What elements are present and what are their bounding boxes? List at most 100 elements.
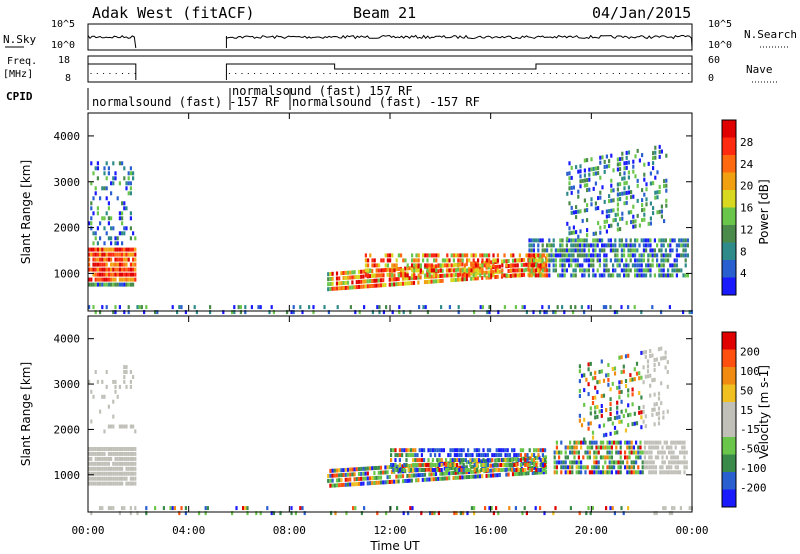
power-cell <box>636 238 639 243</box>
power-cell <box>368 279 372 284</box>
power-cell <box>410 266 413 271</box>
velocity-cell <box>410 463 413 468</box>
velocity-cell <box>619 470 622 475</box>
power-cell <box>129 262 132 267</box>
velocity-cell <box>498 473 501 477</box>
power-cell <box>351 285 354 290</box>
power-cell <box>486 310 489 315</box>
velocity-cell <box>640 425 643 430</box>
power-cell <box>579 253 582 258</box>
power-cell <box>610 178 613 183</box>
power-cell <box>577 169 580 174</box>
power-cell <box>568 176 571 181</box>
velocity-cell <box>599 470 602 475</box>
velocity-cell <box>346 472 350 477</box>
power-cell <box>426 273 429 278</box>
power-cell <box>642 238 645 243</box>
velocity-cell <box>94 370 97 374</box>
power-cell <box>581 243 584 248</box>
power-cell <box>586 178 589 183</box>
power-cell <box>454 262 457 267</box>
power-cell <box>393 268 396 273</box>
power-cell <box>597 206 600 211</box>
power-cell <box>331 286 334 291</box>
power-cell <box>448 305 451 310</box>
velocity-cell <box>666 360 669 365</box>
power-cell <box>577 189 580 194</box>
velocity-cell <box>462 511 465 516</box>
power-cell <box>90 277 93 282</box>
velocity-cell <box>121 506 124 511</box>
power-cell <box>125 282 128 287</box>
velocity-cell <box>582 440 585 445</box>
power-cell <box>114 310 117 315</box>
velocity-cell <box>114 471 117 476</box>
power-cell <box>660 310 663 315</box>
power-cell <box>371 273 374 278</box>
power-cell <box>682 248 685 253</box>
velocity-cell <box>685 460 688 465</box>
power-cell <box>592 273 595 278</box>
velocity-cell <box>338 483 341 488</box>
velocity-cell <box>580 460 583 465</box>
power-cell <box>389 268 392 273</box>
velocity-cell <box>508 463 511 467</box>
power-cell <box>528 263 531 268</box>
velocity-cell <box>171 506 174 511</box>
power-cell <box>96 247 99 252</box>
velocity-cell <box>453 453 456 458</box>
power-cell <box>476 276 479 281</box>
velocity-cell <box>101 481 104 486</box>
nave-dot <box>348 73 350 74</box>
power-cell <box>640 268 643 273</box>
velocity-cell <box>398 463 401 467</box>
nave-dot <box>115 73 117 74</box>
power-cell <box>594 253 597 258</box>
power-cell <box>590 243 593 248</box>
velocity-cell <box>344 472 347 477</box>
power-cell <box>621 211 624 216</box>
power-cell <box>608 194 611 199</box>
velocity-cell <box>105 476 108 481</box>
power-cell <box>129 211 132 216</box>
velocity-cell <box>665 470 668 475</box>
power-cell <box>369 268 372 273</box>
velocity-cell <box>595 440 598 445</box>
power-cell <box>576 238 579 243</box>
power-cell <box>435 273 438 278</box>
power-cell <box>544 256 548 261</box>
power-cell <box>114 171 117 176</box>
power-cell <box>364 284 367 289</box>
power-cell <box>605 219 608 224</box>
velocity-cell <box>514 472 517 477</box>
power-cell <box>404 258 407 263</box>
power-cell <box>510 268 513 273</box>
x-tick-label: 00:00 <box>71 524 104 537</box>
power-cell <box>554 263 557 268</box>
velocity-cell <box>617 465 620 470</box>
power-cell <box>548 273 551 278</box>
power-cell <box>605 229 608 234</box>
velocity-cell <box>589 421 592 426</box>
velocity-cell <box>114 451 117 456</box>
power-cell <box>559 253 562 258</box>
velocity-cell <box>447 463 450 467</box>
power-cell <box>568 186 571 191</box>
freq-label-2: [MHz] <box>3 69 33 80</box>
velocity-cell <box>366 466 369 471</box>
velocity-cell <box>96 466 99 471</box>
velocity-cell <box>101 506 104 511</box>
power-cell <box>101 262 104 267</box>
velocity-cell <box>429 448 432 453</box>
power-cell <box>516 273 519 278</box>
power-cell <box>373 263 376 268</box>
velocity-cell <box>630 440 633 445</box>
power-cell <box>665 178 668 183</box>
velocity-cell <box>112 461 115 466</box>
nave-dot <box>650 73 652 74</box>
velocity-cell <box>415 473 418 478</box>
velocity-cell <box>573 445 576 450</box>
velocity-cell <box>431 511 434 516</box>
power-cell <box>543 273 546 278</box>
velocity-cell <box>553 450 556 455</box>
